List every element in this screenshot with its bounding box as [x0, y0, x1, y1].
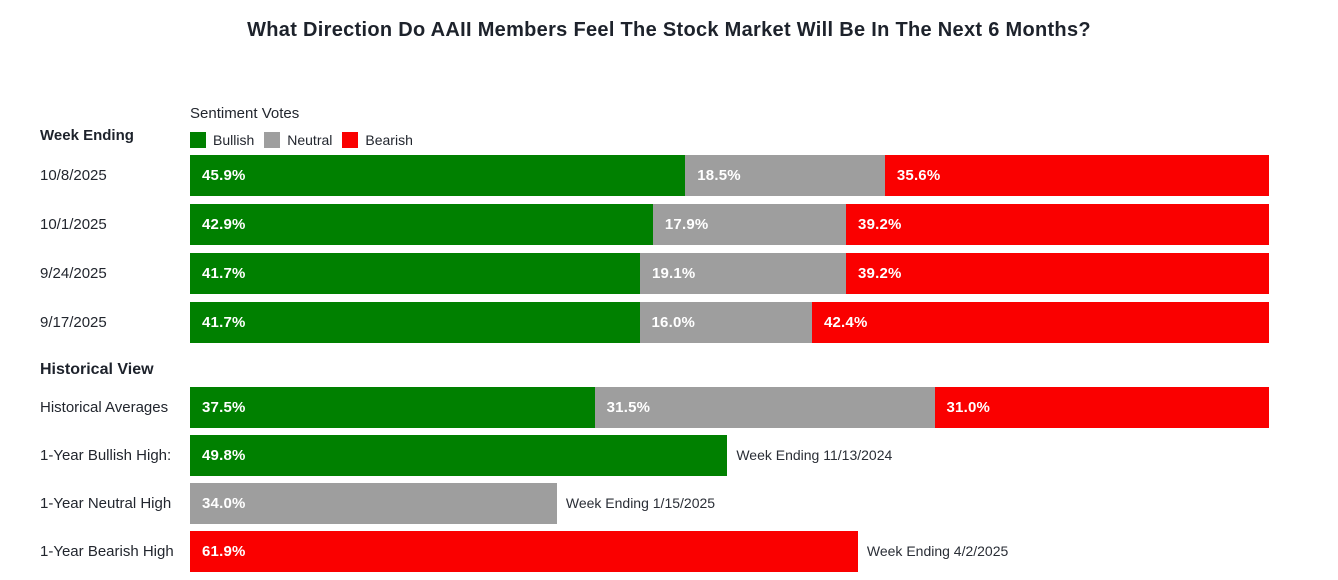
bar-segment-neutral: 19.1% — [639, 253, 847, 294]
bar-value-label: 34.0% — [202, 495, 246, 512]
bar-track: 41.7% 16.0% 42.4% — [190, 302, 1269, 343]
bar-value-label: 42.9% — [202, 216, 246, 233]
bar-segment-bullish: 45.9% — [190, 155, 686, 196]
legend-label-bullish: Bullish — [213, 132, 255, 148]
bar-track: 45.9% 18.5% 35.6% — [190, 155, 1269, 196]
bar-segment-bullish: 41.7% — [190, 253, 640, 294]
bar-value-label: 35.6% — [896, 167, 941, 184]
legend-label-bearish: Bearish — [365, 132, 413, 148]
bar-segment-neutral: 16.0% — [639, 302, 812, 343]
row-label: 1-Year Neutral High — [40, 495, 172, 512]
bar-value-label: 16.0% — [651, 314, 696, 331]
bar-row: 9/17/2025 41.7% 16.0% 42.4% — [0, 302, 1338, 343]
week-ending-header: Week Ending — [40, 127, 134, 144]
bar-track: 34.0% Week Ending 1/15/2025 — [190, 483, 1269, 524]
row-label: 1-Year Bullish High: — [40, 447, 172, 464]
bar-annotation: Week Ending 4/2/2025 — [866, 543, 1009, 559]
bar-row: Historical Averages 37.5% 31.5% 31.0% — [0, 387, 1338, 428]
bar-row: 1-Year Bearish High 61.9% Week Ending 4/2/… — [0, 531, 1338, 572]
bar-value-label: 19.1% — [651, 265, 696, 282]
row-label: 1-Year Bearish High — [40, 543, 174, 560]
bar-value-label: 39.2% — [858, 265, 902, 282]
row-label: 9/17/2025 — [40, 314, 107, 331]
bar-segment-bullish: 49.8% — [190, 435, 728, 476]
bar-row: 10/8/2025 45.9% 18.5% 35.6% — [0, 155, 1338, 196]
legend-swatch-neutral-icon — [264, 132, 281, 148]
bar-track: 37.5% 31.5% 31.0% — [190, 387, 1269, 428]
bar-annotation: Week Ending 1/15/2025 — [565, 495, 716, 511]
bar-value-label: 41.7% — [202, 265, 246, 282]
bar-segment-bullish: 42.9% — [190, 204, 653, 245]
legend-title: Sentiment Votes — [190, 105, 300, 122]
bar-row: 10/1/2025 42.9% 17.9% 39.2% — [0, 204, 1338, 245]
bar-segment-bullish: 41.7% — [190, 302, 640, 343]
row-label: 10/8/2025 — [40, 167, 107, 184]
bar-segment-neutral: 34.0% — [190, 483, 557, 524]
bar-value-label: 31.0% — [946, 399, 991, 416]
chart-title: What Direction Do AAII Members Feel The … — [247, 19, 1091, 41]
legend-item-bullish: Bullish — [190, 132, 254, 148]
legend-swatch-bullish-icon — [190, 132, 206, 148]
bar-value-label: 31.5% — [606, 399, 651, 416]
bar-segment-bearish: 42.4% — [811, 302, 1269, 343]
bar-row: 9/24/2025 41.7% 19.1% 39.2% — [0, 253, 1338, 294]
row-label: 9/24/2025 — [40, 265, 107, 282]
bar-value-label: 17.9% — [664, 216, 709, 233]
bar-value-label: 42.4% — [823, 314, 868, 331]
bar-segment-bearish: 35.6% — [884, 155, 1269, 196]
bar-segment-neutral: 18.5% — [685, 155, 885, 196]
bar-segment-neutral: 31.5% — [594, 387, 935, 428]
bar-value-label: 49.8% — [202, 447, 246, 464]
bar-value-label: 39.2% — [858, 216, 902, 233]
bar-segment-neutral: 17.9% — [652, 204, 847, 245]
legend-item-neutral: Neutral — [264, 132, 332, 148]
bar-row: 1-Year Neutral High 34.0% Week Ending 1/15… — [0, 483, 1338, 524]
bar-value-label: 61.9% — [202, 543, 246, 560]
row-label: Historical Averages — [40, 399, 169, 416]
bar-track: 42.9% 17.9% 39.2% — [190, 204, 1269, 245]
bar-segment-bullish: 37.5% — [190, 387, 595, 428]
bar-row: 1-Year Bullish High: 49.8% Week Ending 11/… — [0, 435, 1338, 476]
legend: Bullish Neutral Bearish — [190, 132, 423, 148]
historical-view-header: Historical View — [40, 361, 154, 378]
bar-value-label: 45.9% — [202, 167, 246, 184]
bar-track: 61.9% Week Ending 4/2/2025 — [190, 531, 1269, 572]
bar-segment-bearish: 39.2% — [846, 204, 1269, 245]
bar-track: 49.8% Week Ending 11/13/2024 — [190, 435, 1269, 476]
bar-segment-bearish: 31.0% — [934, 387, 1269, 428]
legend-item-bearish: Bearish — [342, 132, 413, 148]
bar-value-label: 18.5% — [697, 167, 741, 184]
bar-value-label: 41.7% — [202, 314, 246, 331]
legend-label-neutral: Neutral — [287, 132, 333, 148]
bar-annotation: Week Ending 11/13/2024 — [736, 447, 893, 463]
bar-track: 41.7% 19.1% 39.2% — [190, 253, 1269, 294]
bar-value-label: 37.5% — [202, 399, 246, 416]
bar-segment-bearish: 61.9% — [190, 531, 858, 572]
bar-segment-bearish: 39.2% — [846, 253, 1269, 294]
legend-swatch-bearish-icon — [342, 132, 359, 148]
row-label: 10/1/2025 — [40, 216, 107, 233]
